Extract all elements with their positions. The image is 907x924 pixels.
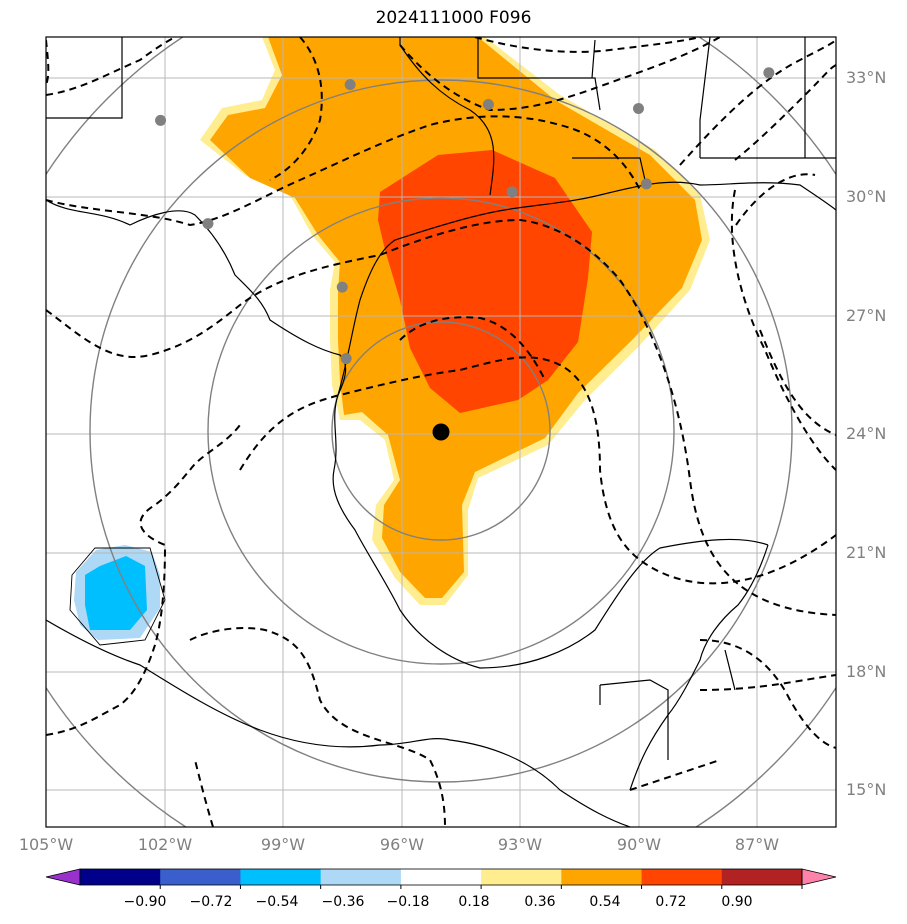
lat-label: 30°N <box>846 187 887 206</box>
lat-label: 27°N <box>846 306 887 325</box>
shading-blue <box>85 556 147 630</box>
colorbar-segment <box>481 869 562 885</box>
lon-label: 96°W <box>379 835 425 854</box>
colorbar-tick-label: −0.72 <box>189 894 233 910</box>
coastlines-borders <box>46 37 836 827</box>
station-marker <box>640 178 652 190</box>
colorbar-extend-high <box>801 868 837 886</box>
colorbar-tick-label: −0.90 <box>123 894 167 910</box>
lon-label: 90°W <box>616 835 662 854</box>
colorbar-tick-label: 0.54 <box>589 894 621 910</box>
lon-label: 105°W <box>18 835 74 854</box>
colorbar-tick-label: 0.90 <box>721 894 753 910</box>
lon-label: 87°W <box>734 835 780 854</box>
colorbar-tick-label: −0.54 <box>255 894 299 910</box>
storm-center-marker <box>432 423 450 441</box>
lon-label: 99°W <box>260 835 306 854</box>
colorbar-tick-label: 0.36 <box>524 894 556 910</box>
station-marker <box>336 281 348 293</box>
lat-label: 21°N <box>846 543 887 562</box>
colorbar-segment <box>160 869 241 885</box>
station-marker <box>155 114 167 126</box>
colorbar-extend-low <box>45 868 81 886</box>
colorbar-segment <box>240 869 322 885</box>
station-marker <box>340 353 352 365</box>
station-marker <box>763 67 775 79</box>
dashed-contours <box>46 37 836 827</box>
colorbar-tick-label: 0.18 <box>458 894 490 910</box>
shading-red-orange <box>378 150 592 413</box>
colorbar-segment <box>80 869 161 885</box>
station-marker <box>506 186 518 198</box>
colorbar-segment <box>400 869 482 885</box>
map-title: 2024111000 F096 <box>375 8 532 28</box>
colorbar-segment <box>561 869 643 885</box>
colorbar-segment <box>641 869 723 885</box>
small-island-west <box>69 547 166 646</box>
lat-label: 15°N <box>846 780 887 799</box>
colorbar-tick-label: −0.18 <box>386 894 430 910</box>
colorbar-segment <box>320 869 402 885</box>
range-circles <box>46 37 836 827</box>
colorbar-outline <box>79 868 803 886</box>
colorbar-tick-label: 0.72 <box>655 894 687 910</box>
station-marker <box>202 218 214 230</box>
colorbar <box>45 868 837 889</box>
colorbar-segment <box>721 869 803 885</box>
station-marker <box>482 98 494 110</box>
lon-label: 93°W <box>497 835 543 854</box>
lat-label: 18°N <box>846 662 887 681</box>
station-marker <box>344 79 356 91</box>
map-frame <box>45 36 837 828</box>
station-marker <box>633 102 644 114</box>
lat-label: 33°N <box>846 68 887 87</box>
gridlines <box>46 37 836 827</box>
colorbar-tick-label: −0.36 <box>321 894 365 910</box>
lat-label: 24°N <box>846 424 887 443</box>
station-markers <box>155 67 775 365</box>
lon-label: 102°W <box>137 835 193 854</box>
